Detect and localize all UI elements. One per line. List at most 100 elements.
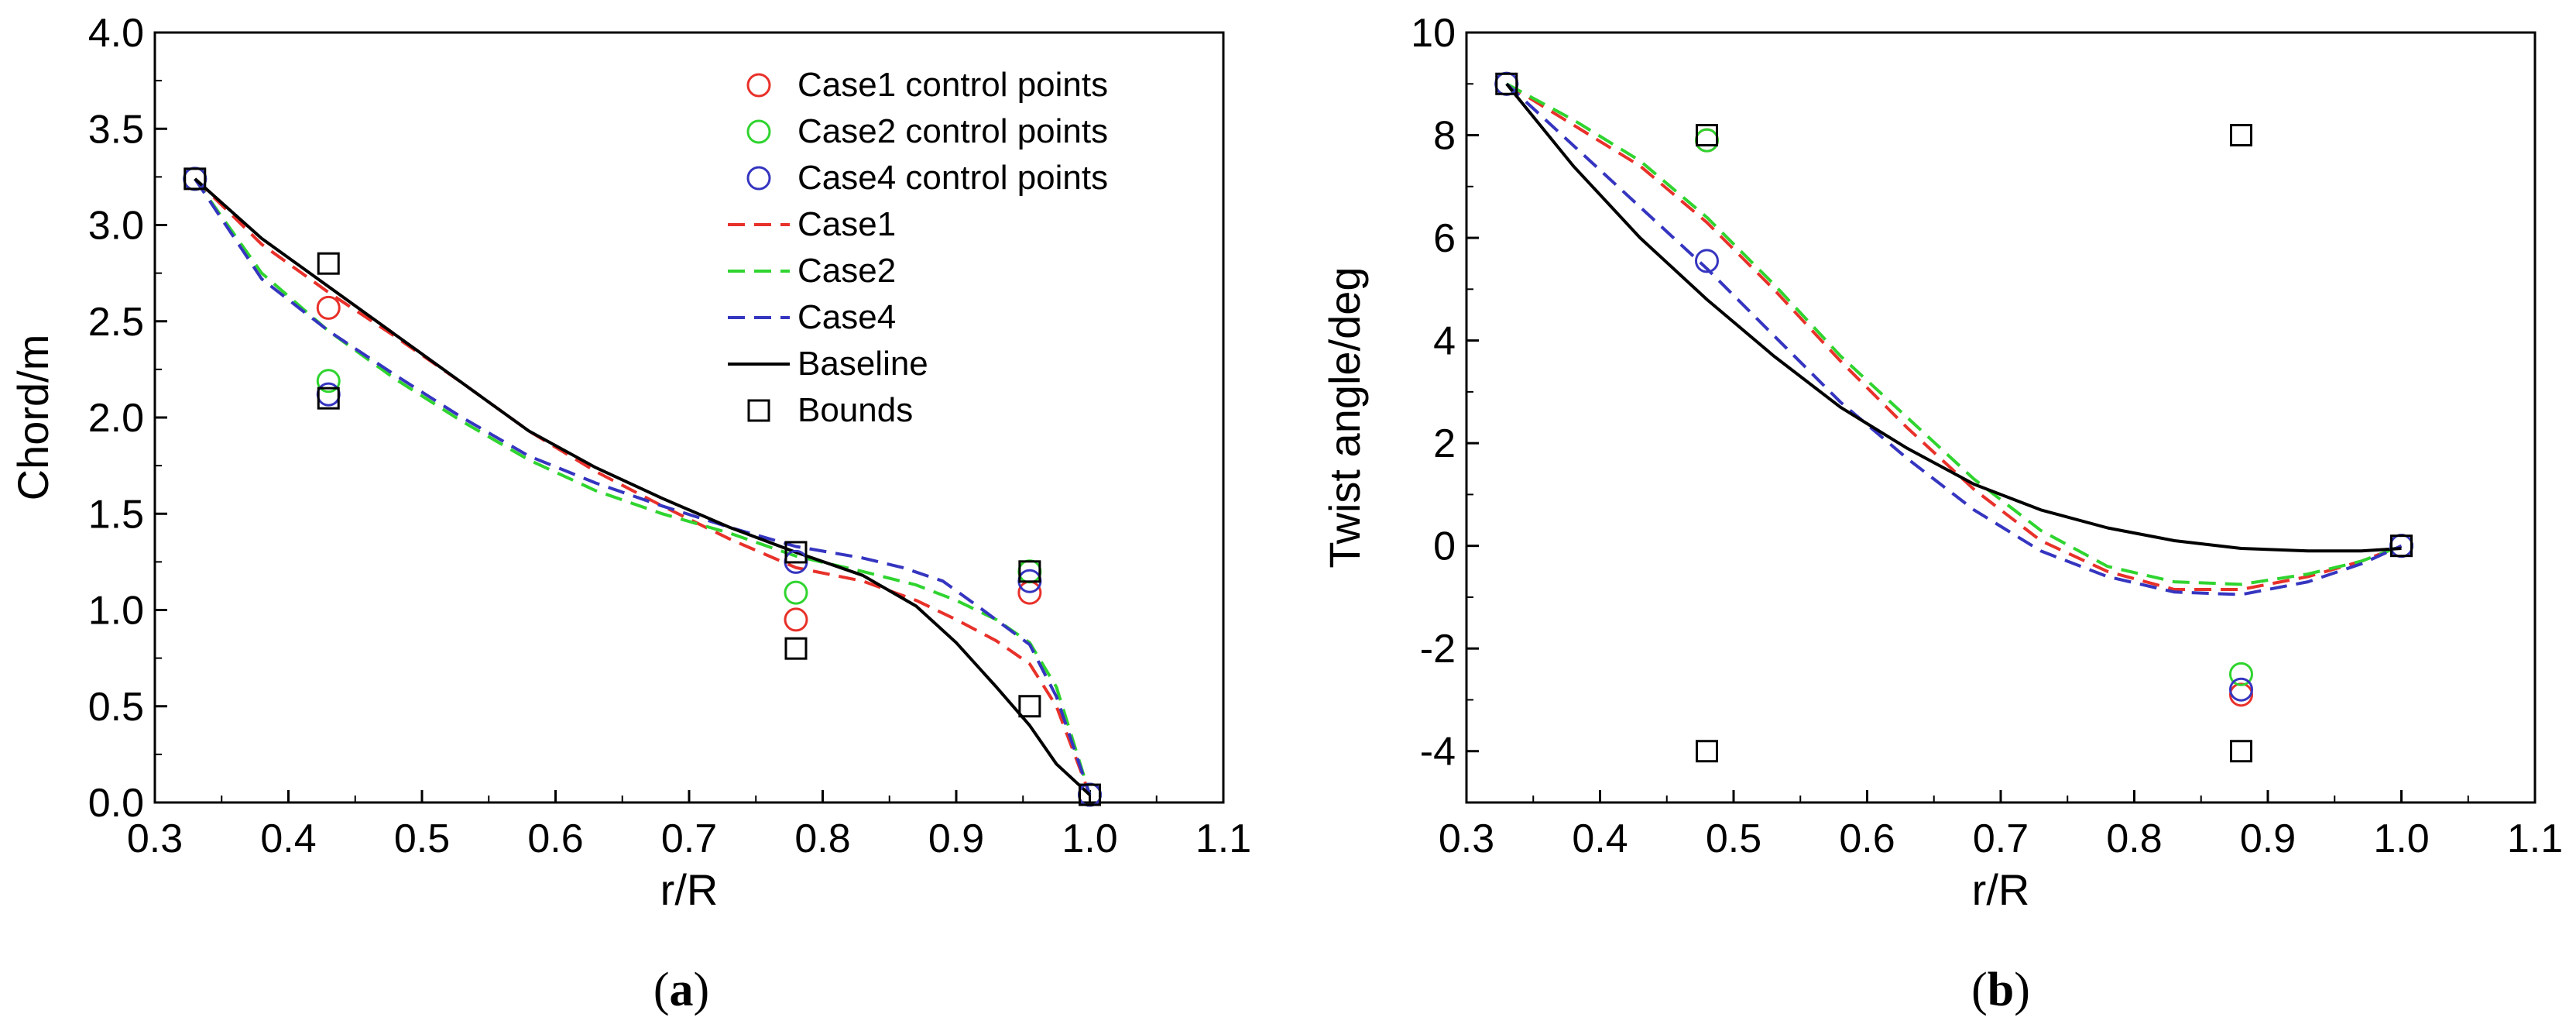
- legend-case1: Case1: [728, 205, 896, 243]
- legend-case4-control-points: Case4 control points: [746, 159, 1108, 197]
- series-line-baseline: [1505, 83, 2402, 553]
- x-tick-label: 0.7: [661, 816, 717, 861]
- caption-b: (b): [1971, 964, 2030, 1016]
- bounds-marker: [2230, 124, 2252, 147]
- legend-case1-control-points-label: Case1 control points: [797, 66, 1108, 104]
- x-tick-label: 0.8: [794, 816, 850, 861]
- axis-ticks-b: 0.3 0.4 0.5 0.6 0.7 0.8 0.9 1.0 1.1 -4 -2 0 2 4 6 8 10: [1411, 11, 2563, 861]
- x-tick-label: 0.9: [2240, 816, 2296, 861]
- x-axis-title-a: r/R: [660, 865, 719, 914]
- y-tick-label: 1.5: [88, 492, 144, 537]
- case1-control-points-marker: [316, 295, 341, 320]
- x-tick-label: 1.1: [1195, 816, 1251, 861]
- bounds-marker: [784, 541, 808, 564]
- y-tick-label: -4: [1420, 730, 1456, 775]
- x-tick-label: 1.1: [2507, 816, 2563, 861]
- case4-control-points-marker: [2229, 677, 2253, 702]
- x-tick-label: 0.9: [928, 816, 984, 861]
- series-lines-a: [194, 177, 1092, 796]
- bounds-marker: [1696, 124, 1718, 147]
- y-axis-title-a: Chord/m: [9, 335, 57, 501]
- case2-control-points-marker: [784, 580, 808, 605]
- y-tick-label: 2.0: [88, 396, 144, 441]
- y-tick-label: 4.0: [88, 11, 144, 56]
- legend-case1-control-points: Case1 control points: [746, 66, 1108, 104]
- x-tick-label: 0.5: [394, 816, 450, 861]
- legend-case1-label: Case1: [797, 205, 896, 243]
- legend-baseline: Baseline: [728, 345, 928, 383]
- axis-ticks-a: 0.3 0.4 0.5 0.6 0.7 0.8 0.9 1.0 1.1 0.0 0.5 1.0 1.5 2…: [88, 11, 1251, 861]
- x-tick-label: 0.8: [2106, 816, 2162, 861]
- series-line-case1: [1505, 82, 2403, 591]
- bounds-marker: [2390, 534, 2413, 558]
- y-tick-label: 2.5: [88, 300, 144, 345]
- y-axis-title-b: Twist angle/deg: [1320, 266, 1369, 568]
- bounds-marker: [784, 637, 808, 660]
- bounds-marker: [1018, 695, 1041, 718]
- y-tick-label: 0: [1433, 524, 1456, 569]
- y-tick-label: -2: [1420, 627, 1456, 672]
- bounds-marker: [317, 252, 340, 275]
- bounds-marker: [1079, 783, 1101, 806]
- legend-case4-label: Case4: [797, 298, 896, 336]
- legend-case2-label: Case2: [797, 252, 896, 290]
- x-tick-label: 0.6: [1839, 816, 1895, 861]
- legend-case2-control-points: Case2 control points: [746, 112, 1108, 150]
- chart-panel-a: 0.3 0.4 0.5 0.6 0.7 0.8 0.9 1.0 1.1 0.0 0.5 1.0 1.5 2…: [9, 11, 1251, 1016]
- legend-case4: Case4: [728, 298, 896, 336]
- series-markers-a: [183, 167, 1102, 807]
- case4-control-points-marker: [2389, 534, 2413, 558]
- legend-bounds-label: Bounds: [797, 391, 913, 429]
- bounds-marker: [317, 387, 340, 410]
- case4-control-points-marker: [183, 167, 208, 191]
- x-tick-label: 0.4: [1572, 816, 1628, 861]
- x-axis-title-b: r/R: [1972, 865, 2030, 914]
- series-line-case1: [194, 177, 1092, 796]
- bounds-marker: [1696, 740, 1718, 763]
- caption-letter-b: b: [1988, 964, 2014, 1016]
- y-tick-label: 0.0: [88, 781, 144, 826]
- x-tick-label: 0.3: [127, 816, 183, 861]
- series-lines-b: [1505, 82, 2403, 596]
- bounds-marker: [1018, 560, 1041, 583]
- x-tick-label: 1.0: [2373, 816, 2429, 861]
- y-tick-label: 10: [1411, 11, 1456, 56]
- x-tick-label: 0.5: [1706, 816, 1761, 861]
- y-tick-label: 0.5: [88, 685, 144, 730]
- case1-control-points-marker: [784, 607, 808, 632]
- caption-a: (a): [653, 964, 709, 1016]
- case4-control-points-marker: [1695, 249, 1719, 273]
- case4-control-points-marker: [1494, 71, 1519, 96]
- legend-a: Case1 control points Case2 control points…: [728, 66, 1108, 429]
- y-tick-label: 3.5: [88, 107, 144, 152]
- bounds-marker: [184, 167, 207, 191]
- case2-control-points-marker: [1695, 128, 1719, 153]
- legend-case2-control-points-label: Case2 control points: [797, 112, 1108, 150]
- y-tick-label: 2: [1433, 421, 1456, 466]
- x-tick-label: 0.3: [1439, 816, 1494, 861]
- legend-case2: Case2: [728, 252, 896, 290]
- y-tick-label: 3.0: [88, 204, 144, 249]
- series-line-case4: [194, 177, 1092, 796]
- y-tick-label: 4: [1433, 319, 1456, 364]
- case4-control-points-marker: [316, 382, 341, 407]
- legend-case4-control-points-symbol: [746, 166, 771, 191]
- series-markers-b: [1494, 71, 2413, 763]
- x-tick-label: 0.4: [260, 816, 316, 861]
- y-tick-label: 1.0: [88, 589, 144, 634]
- series-line-case4: [1505, 82, 2403, 596]
- chart-panel-b: 0.3 0.4 0.5 0.6 0.7 0.8 0.9 1.0 1.1 -4 -2 0 2 4 6 8 10 r…: [1320, 11, 2563, 1016]
- legend-baseline-label: Baseline: [797, 345, 928, 383]
- bounds-marker: [2230, 740, 2252, 763]
- legend-bounds: Bounds: [747, 391, 913, 429]
- legend-case4-control-points-label: Case4 control points: [797, 159, 1108, 197]
- x-tick-label: 0.6: [527, 816, 583, 861]
- series-line-baseline: [194, 177, 1091, 796]
- x-tick-label: 0.7: [1973, 816, 2029, 861]
- bounds-marker: [1495, 72, 1518, 95]
- y-tick-label: 8: [1433, 114, 1456, 159]
- case2-control-points-marker: [316, 369, 341, 393]
- case2-control-points-marker: [1017, 559, 1042, 584]
- legend-case1-control-points-symbol: [746, 73, 771, 98]
